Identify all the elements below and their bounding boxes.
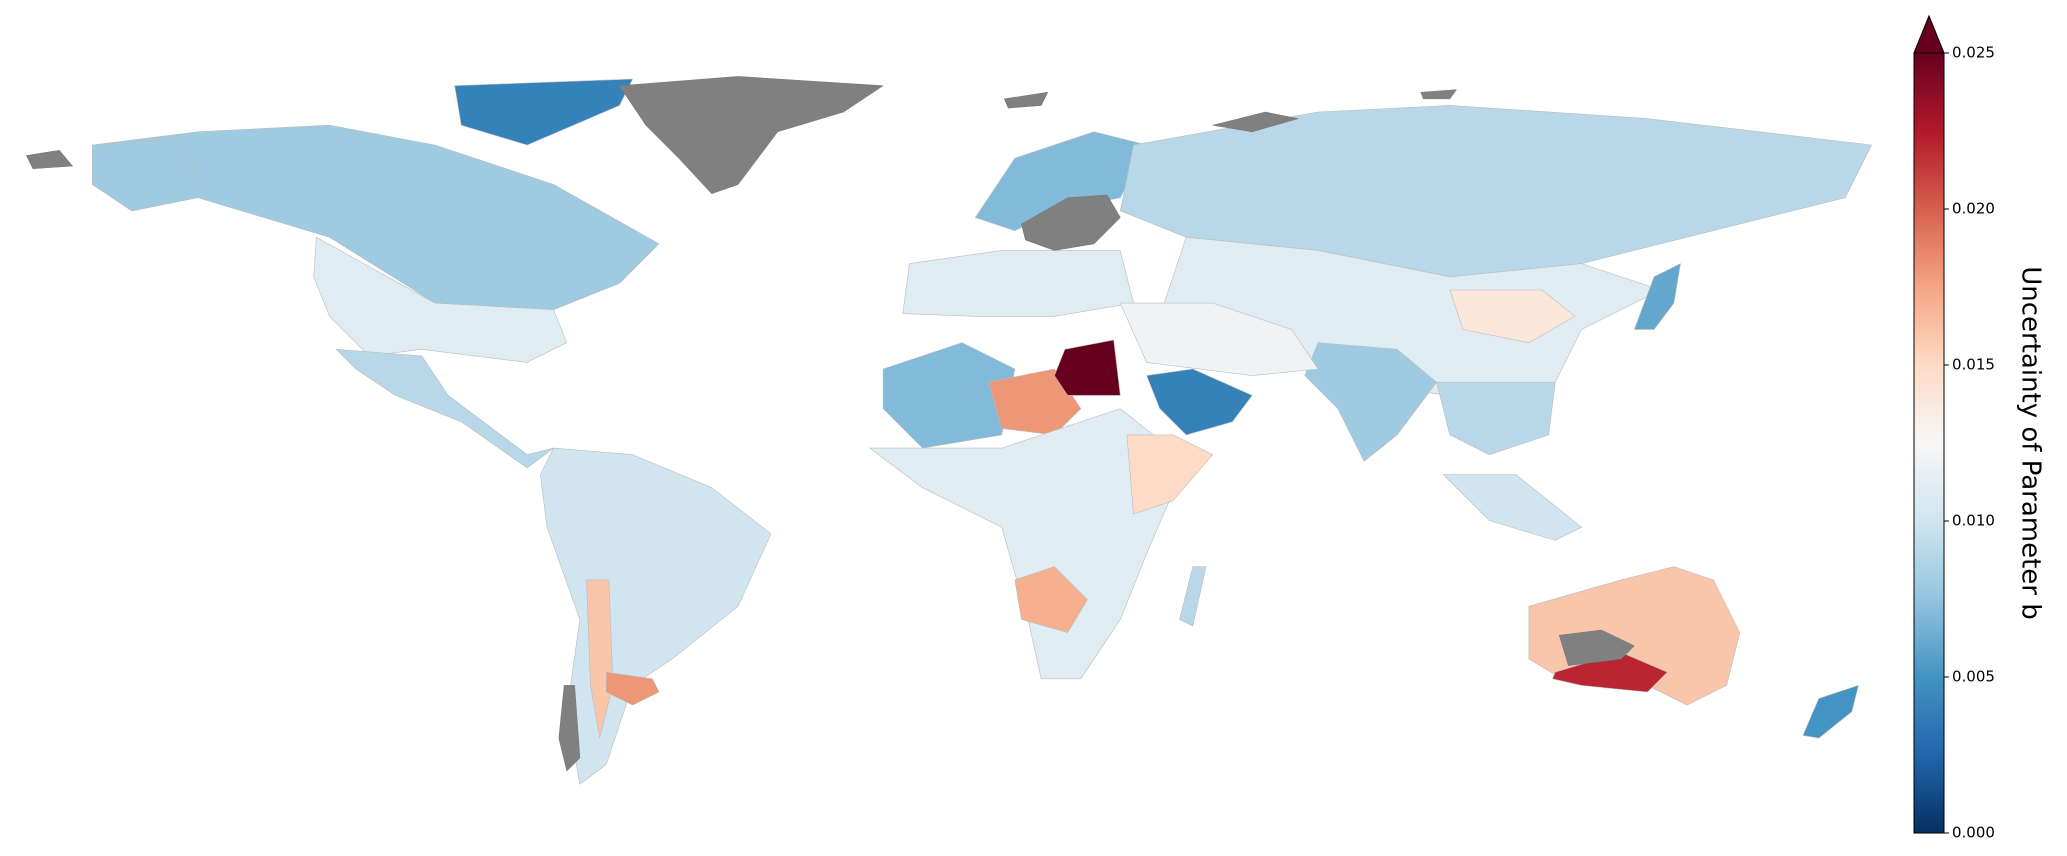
colorbar-extension bbox=[1913, 14, 1945, 54]
region bbox=[1126, 434, 1213, 515]
colorbar-label: Uncertainty of Parameter b bbox=[2016, 266, 2046, 620]
region bbox=[1442, 474, 1582, 541]
no-data-region bbox=[1003, 91, 1049, 109]
region bbox=[1436, 381, 1556, 455]
colorbar-tick-label: 0.010 bbox=[1952, 512, 1995, 530]
region bbox=[1179, 566, 1207, 627]
no-data-region bbox=[618, 76, 884, 195]
no-data-region bbox=[1558, 629, 1635, 666]
region bbox=[1146, 368, 1253, 436]
regions bbox=[92, 78, 1872, 785]
region bbox=[988, 368, 1082, 436]
region bbox=[1014, 566, 1088, 633]
no-data-region bbox=[1420, 89, 1457, 100]
region bbox=[1054, 339, 1121, 396]
region bbox=[1449, 289, 1576, 343]
region bbox=[606, 671, 660, 706]
region bbox=[586, 579, 614, 739]
colorbar: Uncertainty of Parameter b 0.000 0.005 0.0… bbox=[1913, 14, 2046, 842]
region bbox=[869, 408, 1187, 680]
colorbar-tick-label: 0.000 bbox=[1952, 824, 1995, 842]
region bbox=[313, 236, 567, 363]
colorbar-tick-label: 0.015 bbox=[1952, 356, 1995, 374]
no-data-region bbox=[25, 149, 74, 169]
region bbox=[902, 250, 1134, 317]
region bbox=[1634, 263, 1681, 330]
region bbox=[1120, 302, 1319, 376]
region bbox=[1304, 342, 1437, 462]
no-data-region bbox=[1212, 111, 1299, 133]
region bbox=[92, 138, 198, 212]
colorbar-tick-label: 0.025 bbox=[1952, 44, 1995, 62]
region bbox=[335, 349, 554, 469]
region bbox=[1802, 685, 1859, 739]
colorbar-tick-label: 0.020 bbox=[1952, 200, 1995, 218]
region bbox=[454, 78, 633, 146]
colorbar-scale bbox=[1913, 52, 1945, 834]
no-data-region bbox=[1021, 194, 1121, 251]
colorbar-tick-label: 0.005 bbox=[1952, 668, 1995, 686]
region bbox=[882, 342, 1016, 449]
no-data-region bbox=[558, 685, 581, 772]
map-area bbox=[25, 76, 1635, 772]
